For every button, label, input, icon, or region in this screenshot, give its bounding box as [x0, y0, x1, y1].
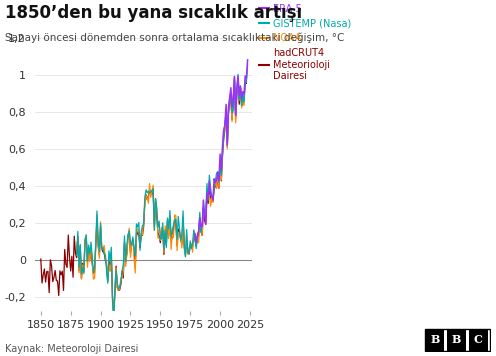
Legend: ERA-5, GISTEMP (Nasa), NOAA, hadCRUT4
Meteorioloji
Dairesi: ERA-5, GISTEMP (Nasa), NOAA, hadCRUT4 Me… — [259, 4, 351, 81]
Text: Sanayi öncesi dönemden sonra ortalama sıcaklıktaki değişim, °C: Sanayi öncesi dönemden sonra ortalama sı… — [5, 32, 344, 42]
Bar — [426, 329, 444, 351]
Text: B: B — [452, 335, 461, 345]
Text: 1850’den bu yana sıcaklık artışı: 1850’den bu yana sıcaklık artışı — [5, 4, 302, 22]
Text: C: C — [474, 335, 483, 345]
Bar — [469, 329, 488, 351]
Text: Kaynak: Meteoroloji Dairesi: Kaynak: Meteoroloji Dairesi — [5, 344, 138, 354]
Text: B: B — [430, 335, 439, 345]
Bar — [447, 329, 466, 351]
